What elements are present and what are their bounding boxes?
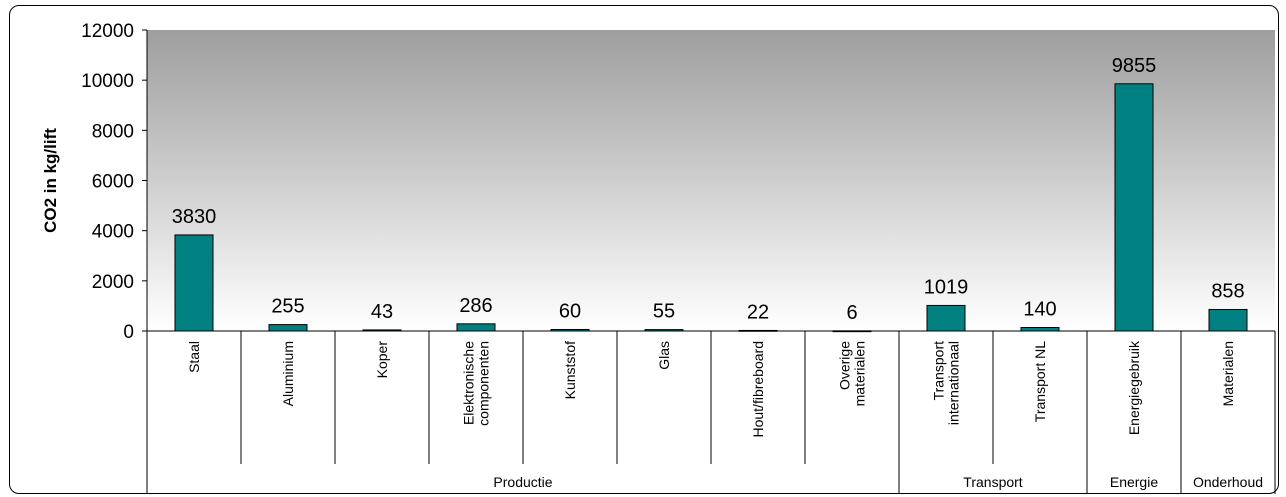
category-label: Transport NL: [1032, 341, 1048, 422]
y-axis-label: CO2 in kg/lift: [41, 128, 60, 233]
y-axis: 0 2000 4000 6000 8000 10000 12000: [81, 21, 148, 343]
group-label: Energie: [1110, 474, 1158, 490]
category-label: Energiegebruik: [1126, 340, 1142, 435]
y-tick-label: 12000: [81, 21, 134, 42]
y-tick-label: 2000: [92, 272, 134, 293]
data-label: 9855: [1112, 55, 1157, 77]
category-label: Materialen: [1220, 341, 1236, 406]
category-label: Elektronischecomponenten: [461, 341, 492, 426]
y-tick-label: 10000: [81, 71, 134, 92]
y-tick-label: 6000: [92, 172, 134, 193]
data-label: 140: [1023, 298, 1056, 320]
category-label: Glas: [656, 341, 672, 370]
category-label: Aluminium: [280, 341, 296, 406]
y-tick-label: 8000: [92, 121, 134, 142]
data-label: 22: [747, 301, 769, 323]
data-label: 255: [271, 296, 304, 318]
data-labels: 3830 255 43 286 60 55 22 6 1019 140 9855 858: [172, 55, 1245, 324]
category-label: Transportinternationaal: [931, 341, 962, 425]
y-tick-label: 0: [123, 322, 134, 343]
bars: [174, 83, 1248, 333]
data-label: 286: [459, 295, 492, 317]
y-tick-label: 4000: [92, 222, 134, 243]
category-label: Staal: [186, 341, 202, 373]
bar: [1208, 308, 1248, 332]
data-label: 60: [559, 300, 581, 322]
bar: [174, 234, 214, 332]
bar: [456, 323, 496, 332]
data-label: 6: [846, 302, 857, 324]
plot-area: [147, 30, 1275, 331]
category-label: Overigematerialen: [837, 341, 868, 407]
data-label: 55: [653, 301, 675, 323]
group-label: Transport: [963, 474, 1023, 490]
bar: [1020, 326, 1060, 332]
bar: [926, 304, 966, 332]
bar: [1114, 83, 1154, 332]
category-label: Kunststof: [562, 341, 578, 399]
bar: [268, 324, 308, 332]
data-label: 858: [1211, 280, 1244, 302]
data-label: 1019: [924, 276, 969, 298]
data-label: 43: [371, 301, 393, 323]
data-label: 3830: [172, 206, 217, 228]
group-label: Onderhoud: [1193, 474, 1263, 490]
category-label: Hout/fibreboard: [750, 341, 766, 438]
x-axis: Staal Aluminium Koper Elektronischecomponen…: [146, 330, 1276, 494]
category-label: Koper: [374, 341, 390, 379]
group-label: Productie: [493, 474, 552, 490]
